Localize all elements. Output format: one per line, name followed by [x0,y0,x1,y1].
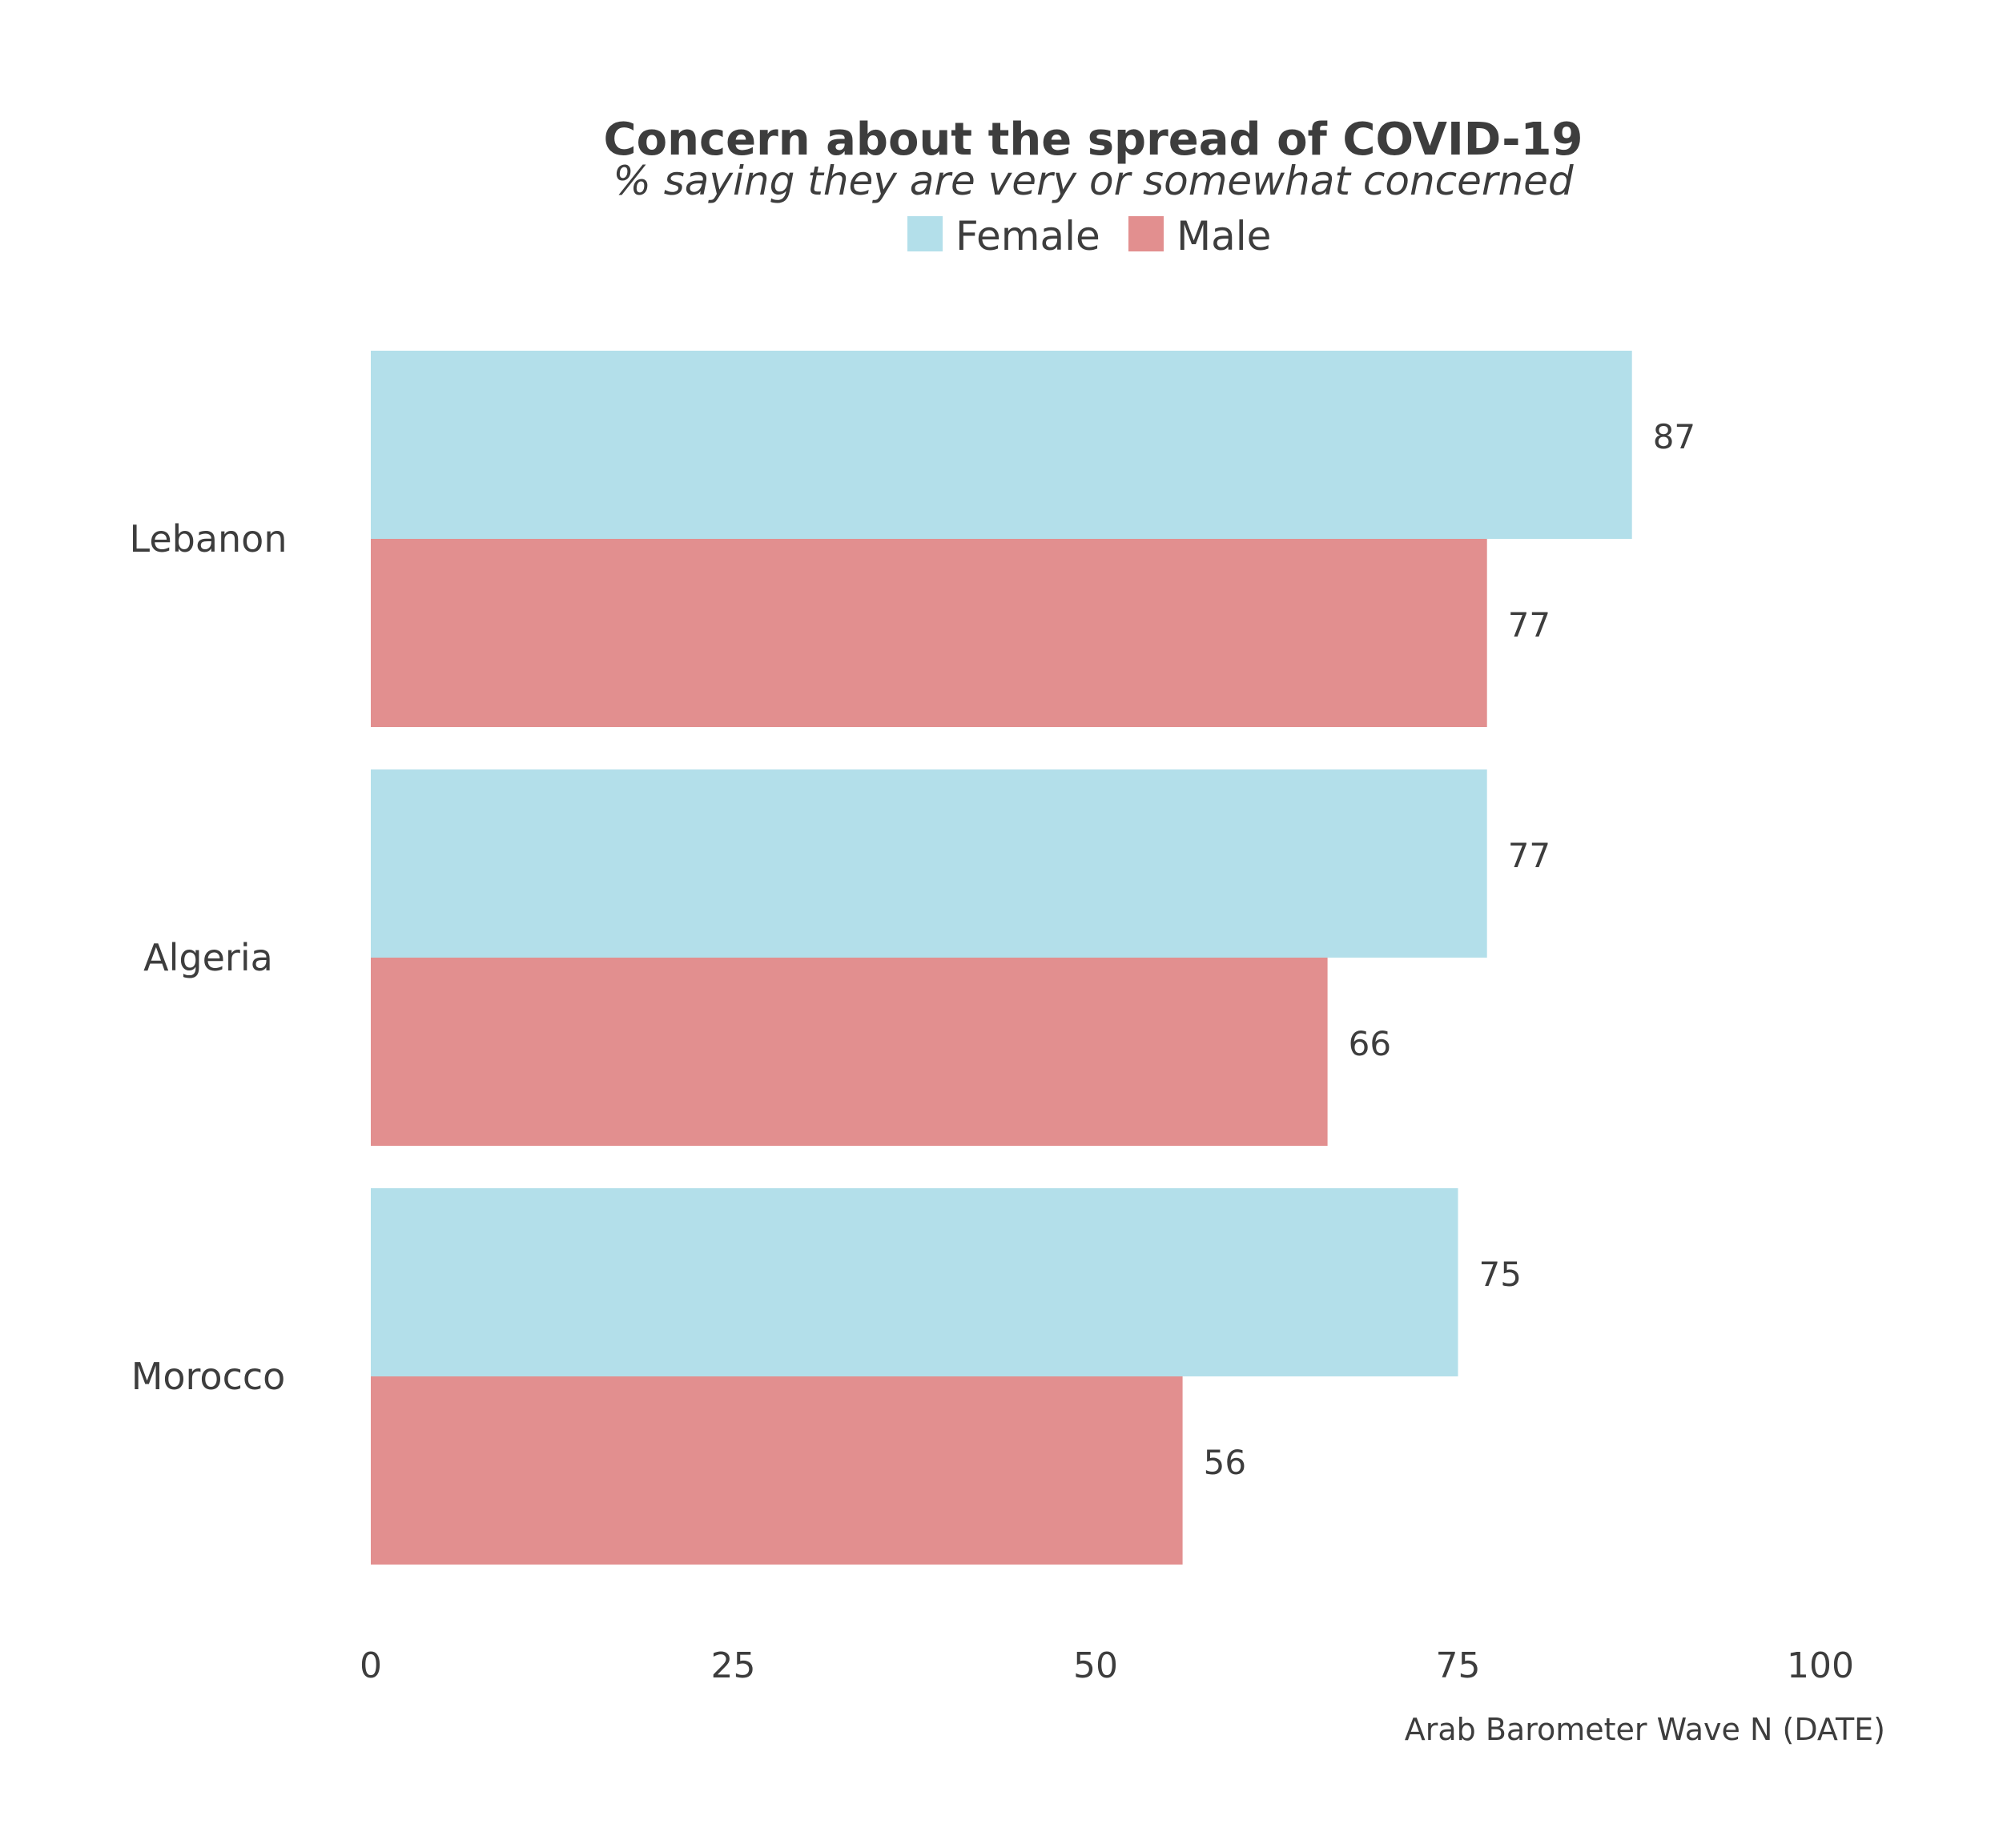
data-label-algeria-male: 66 [1349,1024,1391,1063]
category-label-lebanon: Lebanon [130,517,288,560]
legend: Female Male [907,213,1271,259]
bar-morocco-female [371,1188,1458,1376]
data-label-lebanon-male: 77 [1508,605,1551,645]
x-tick-label-0: 0 [360,1645,382,1686]
bars: Lebanon 87 77 Algeria 77 66 Morocco 75 56 [130,351,1695,1565]
x-tick-label-100: 100 [1787,1645,1854,1686]
x-tick-label-50: 50 [1073,1645,1118,1686]
x-tick-label-25: 25 [711,1645,756,1686]
data-label-algeria-female: 77 [1508,836,1551,875]
data-label-morocco-male: 56 [1204,1443,1246,1482]
legend-swatch-male [1128,216,1164,251]
category-label-morocco: Morocco [131,1355,286,1398]
legend-label-male: Male [1176,213,1271,259]
bar-algeria-female [371,769,1487,958]
data-label-morocco-female: 75 [1479,1255,1522,1294]
data-label-lebanon-female: 87 [1653,417,1695,456]
x-axis: 0 25 50 75 100 [360,1645,1854,1686]
bar-algeria-male [371,958,1328,1146]
bar-morocco-male [371,1376,1183,1565]
source-caption: Arab Barometer Wave N (DATE) [1405,1712,1885,1747]
legend-label-female: Female [955,213,1100,259]
category-label-algeria: Algeria [143,936,273,979]
chart-title: Concern about the spread of COVID-19 [604,114,1583,166]
legend-swatch-female [907,216,943,251]
bar-lebanon-female [371,351,1632,539]
x-tick-label-75: 75 [1436,1645,1481,1686]
chart-subtitle: % saying they are very or somewhat conce… [613,158,1574,204]
bar-lebanon-male [371,539,1487,727]
